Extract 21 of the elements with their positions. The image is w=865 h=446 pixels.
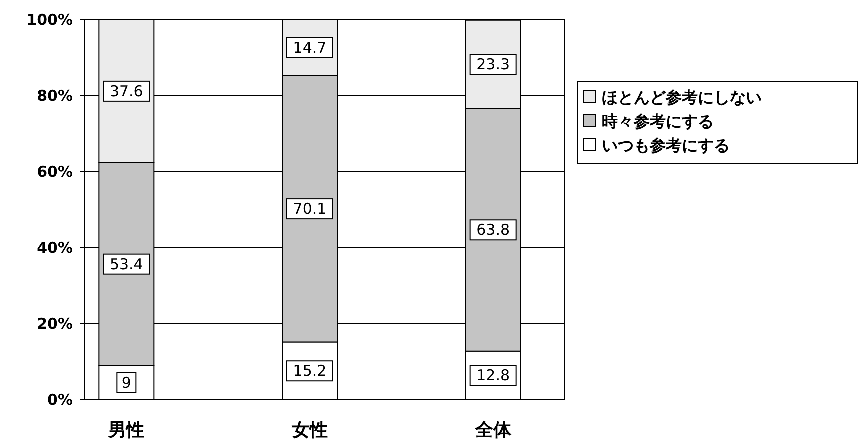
legend-label: いつも参考にする (602, 136, 730, 155)
y-tick-label: 80% (37, 87, 73, 105)
data-label: 14.7 (293, 38, 327, 57)
data-label: 12.8 (476, 366, 510, 385)
y-tick-label: 0% (48, 391, 73, 409)
data-label: 63.8 (476, 221, 510, 240)
data-label: 15.2 (293, 362, 327, 380)
data-label: 9 (122, 374, 132, 392)
data-label: 53.4 (110, 255, 144, 274)
data-label: 70.1 (293, 200, 327, 218)
y-tick-label: 60% (37, 163, 73, 181)
x-tick-label: 全体 (474, 420, 512, 441)
y-tick-label: 40% (37, 239, 73, 257)
y-tick-label: 20% (37, 315, 73, 333)
x-tick-label: 男性 (108, 420, 145, 441)
data-label: 23.3 (476, 56, 510, 74)
data-label: 37.6 (110, 82, 144, 100)
x-tick-label: 女性 (291, 420, 328, 441)
y-tick-label: 100% (26, 11, 73, 29)
legend-label: 時々参考にする (602, 112, 714, 131)
legend-label: ほとんど参考にしない (602, 88, 762, 107)
